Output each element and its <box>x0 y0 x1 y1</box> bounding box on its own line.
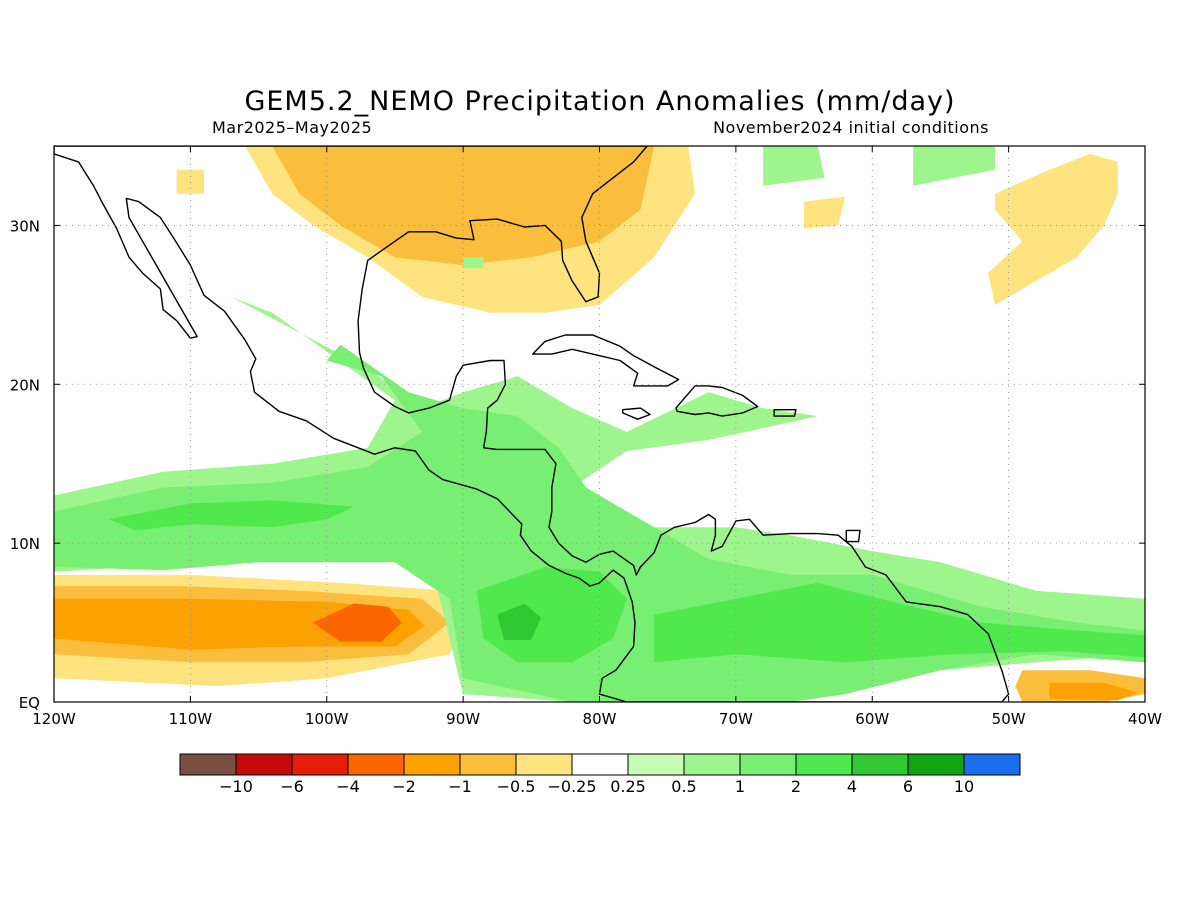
anomaly-region-4 <box>988 153 1118 305</box>
anomaly-region-1 <box>272 146 655 266</box>
anomaly-region-9 <box>54 598 425 650</box>
colorbar-label: 0.25 <box>610 777 646 796</box>
anomaly-region-10 <box>313 603 402 642</box>
colorbar-label: 0.5 <box>671 777 696 796</box>
colorbar-label: −6 <box>280 777 304 796</box>
x-tick-label: 80W <box>583 710 617 728</box>
colorbar-swatch <box>739 753 797 776</box>
anomaly-region-3 <box>804 196 845 229</box>
colorbar-swatch <box>851 753 909 776</box>
anomaly-region-2 <box>176 169 204 194</box>
y-tick-label: 30N <box>10 217 40 235</box>
cuba-coastline <box>532 334 680 387</box>
x-tick-label: 60W <box>855 710 889 728</box>
x-tick-label: 110W <box>169 710 213 728</box>
anomaly-region-12 <box>1049 682 1139 701</box>
colorbar-swatch <box>291 753 349 776</box>
init-conditions-subtitle: November2024 initial conditions <box>713 118 989 137</box>
colorbar-swatch <box>907 753 965 776</box>
x-tick-label: 100W <box>305 710 349 728</box>
colorbar-label: −4 <box>336 777 360 796</box>
colorbar-swatch <box>571 753 629 776</box>
anomaly-region-19 <box>463 257 484 269</box>
x-tick-label: 50W <box>992 710 1026 728</box>
axis-ticks: 120W 110W 100W 90W 80W 70W 60W 50W 40W EQ 10N 20N 30… <box>10 146 1162 728</box>
north-america-coastline <box>54 146 1010 702</box>
x-tick-label: 40W <box>1128 710 1162 728</box>
jamaica-coastline <box>622 407 651 420</box>
anomaly-layer <box>54 146 1145 702</box>
colorbar-label: −1 <box>448 777 472 796</box>
colorbar-swatch <box>235 753 293 776</box>
colorbar-label: 10 <box>954 777 974 796</box>
colorbar-swatch <box>683 753 741 776</box>
season-subtitle: Mar2025–May2025 <box>212 118 373 137</box>
anomaly-region-17 <box>497 603 541 640</box>
colorbar-swatch <box>795 753 853 776</box>
y-tick-label: EQ <box>19 694 40 712</box>
puerto-rico-coastline <box>773 409 797 417</box>
x-tick-label: 90W <box>446 710 480 728</box>
colorbar-label: −2 <box>392 777 416 796</box>
x-tick-label: 70W <box>719 710 753 728</box>
anomaly-region-5 <box>763 146 825 186</box>
y-tick-label: 10N <box>10 535 40 553</box>
hispaniola-coastline <box>675 385 759 417</box>
colorbar-label: −10 <box>219 777 253 796</box>
colorbar-swatch <box>963 753 1021 776</box>
anomaly-region-18 <box>654 582 1145 663</box>
colorbar-swatch <box>347 753 405 776</box>
colorbar-swatch <box>179 753 237 776</box>
colorbar-swatch <box>459 753 517 776</box>
colorbar-label: 1 <box>735 777 745 796</box>
colorbar-label: −0.25 <box>547 777 596 796</box>
colorbar-swatch <box>627 753 685 776</box>
anomaly-region-15 <box>108 500 354 531</box>
y-tick-label: 20N <box>10 376 40 394</box>
colorbar-label: 4 <box>847 777 857 796</box>
chart-title: GEM5.2_NEMO Precipitation Anomalies (mm/… <box>244 86 956 117</box>
colorbar-label: 2 <box>791 777 801 796</box>
x-tick-label: 120W <box>32 710 76 728</box>
colorbar-label: 6 <box>903 777 913 796</box>
colorbar-label: −0.5 <box>497 777 536 796</box>
trinidad-coastline <box>845 529 861 543</box>
colorbar-swatch <box>403 753 461 776</box>
colorbar-swatch <box>515 753 573 776</box>
anomaly-region-6 <box>913 146 995 186</box>
coastline-layer <box>54 146 1010 702</box>
colorbar: −10 −6 −4 −2 −1 −0.5 −0.25 0.25 0.5 1 2 4 6 10 <box>179 753 1021 796</box>
